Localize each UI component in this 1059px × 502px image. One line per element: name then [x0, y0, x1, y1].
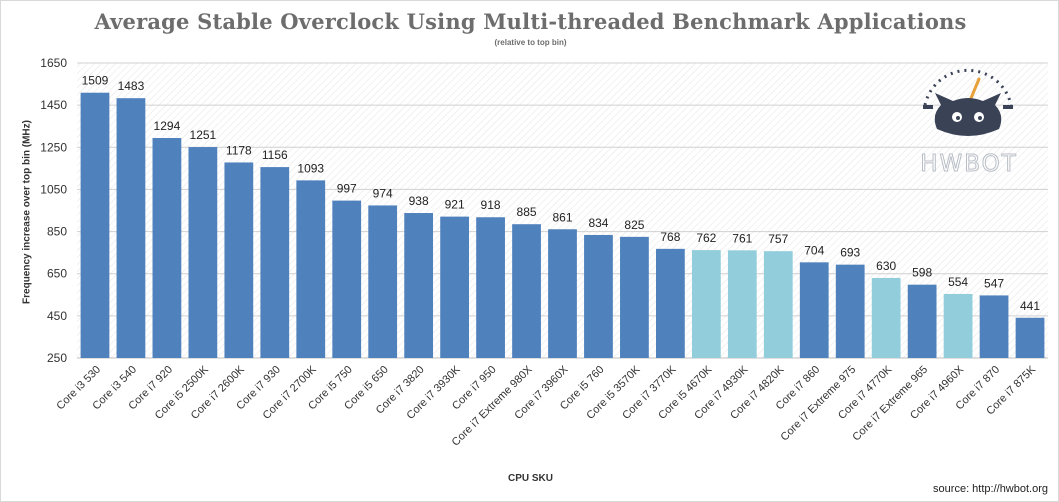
bar: [260, 167, 290, 358]
bar: [763, 251, 793, 358]
value-label: 997: [337, 182, 357, 196]
y-tick-label: 850: [47, 225, 67, 239]
x-axis-label: CPU SKU: [507, 473, 553, 484]
value-label: 938: [409, 194, 429, 208]
y-tick-label: 1250: [40, 140, 67, 154]
bar: [691, 250, 721, 358]
bar: [296, 180, 326, 358]
value-label: 630: [876, 259, 896, 273]
value-label: 1156: [262, 148, 288, 162]
value-label: 757: [768, 232, 788, 246]
value-label: 834: [588, 216, 608, 230]
value-label: 885: [517, 205, 537, 219]
value-label: 704: [804, 243, 824, 257]
value-label: 554: [948, 275, 968, 289]
bar: [368, 205, 398, 358]
value-label: 547: [984, 276, 1004, 290]
value-label: 693: [840, 246, 860, 260]
y-tick-labels: 250 450 650 850 1050 1250 1450 1650: [40, 56, 67, 365]
bar: [512, 224, 541, 358]
bar: [871, 277, 901, 358]
value-label: 918: [481, 198, 501, 212]
value-label: 974: [373, 186, 393, 200]
value-label: 861: [552, 210, 572, 224]
y-tick-label: 1450: [40, 98, 67, 112]
bar-chart: 250 450 650 850 1050 1250 1450 1650 1509 1483 129…: [40, 56, 1048, 449]
bar: [584, 234, 613, 358]
value-label: 761: [732, 231, 752, 245]
value-label: 441: [1020, 299, 1040, 313]
bar: [476, 217, 505, 358]
value-label: 1251: [190, 128, 217, 142]
y-tick-label: 650: [47, 267, 67, 281]
hwbot-logo-icon: [923, 68, 1013, 136]
bar: [152, 138, 182, 358]
value-label: 1178: [226, 143, 252, 157]
chart-subtitle: (relative to top bin): [494, 38, 567, 47]
bar: [224, 162, 254, 358]
bar: [620, 236, 649, 358]
bar: [188, 147, 218, 358]
bar: [404, 213, 434, 358]
bar: [332, 200, 362, 358]
value-label: 1294: [154, 119, 181, 133]
value-label: 1483: [118, 79, 145, 93]
value-label: 921: [445, 198, 465, 212]
bar: [1015, 317, 1045, 358]
bar: [835, 264, 865, 358]
bar: [440, 216, 469, 358]
source-note: source: http://hwbot.org: [933, 483, 1048, 495]
y-tick-label: 1050: [40, 182, 67, 196]
bars: [80, 92, 1045, 359]
bar: [943, 293, 973, 358]
bar: [979, 295, 1009, 358]
hwbot-logo-text: HWBOT: [920, 151, 1018, 178]
value-labels: 1509 1483 1294 1251 1178 1156 1093 997 974 938 921…: [82, 74, 1041, 313]
value-label: 598: [912, 266, 932, 280]
bar: [727, 250, 757, 358]
bar: [80, 92, 110, 358]
bar: [656, 248, 685, 358]
value-label: 1093: [297, 161, 324, 175]
bar: [799, 262, 829, 358]
bar: [116, 98, 146, 359]
bar: [548, 229, 577, 358]
value-label: 1509: [82, 74, 109, 88]
value-label: 768: [660, 230, 680, 244]
value-label: 762: [696, 231, 716, 245]
y-tick-label: 450: [47, 309, 67, 323]
chart-title: Average Stable Overclock Using Multi-thr…: [94, 9, 967, 34]
value-label: 825: [624, 218, 644, 232]
y-tick-label: 1650: [40, 56, 67, 70]
bar: [907, 284, 937, 358]
y-tick-label: 250: [47, 351, 67, 365]
